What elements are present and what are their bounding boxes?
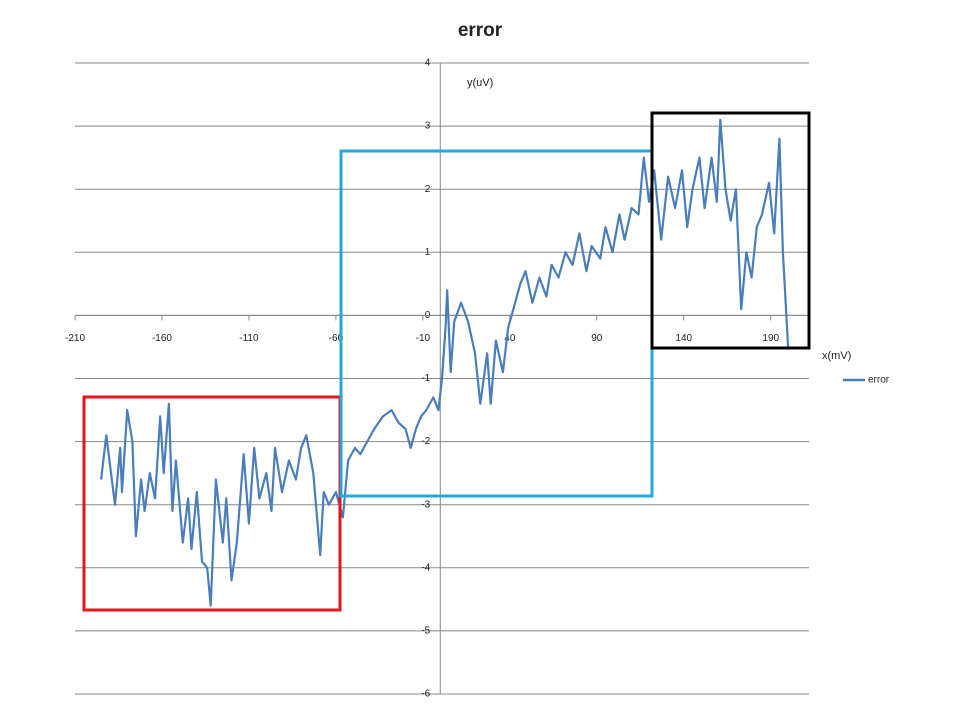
highlight-box (339, 149, 654, 498)
x-tick-label: 190 (762, 333, 779, 344)
y-tick-label: 4 (425, 58, 431, 69)
highlight-box (82, 395, 342, 612)
chart-title: error (458, 20, 503, 41)
x-tick-label: 140 (675, 333, 692, 344)
y-tick-label: 2 (425, 184, 431, 195)
y-tick-label: -6 (421, 689, 430, 700)
x-tick-label: -210 (65, 333, 85, 344)
x-tick-label: 40 (504, 333, 516, 344)
y-axis-title: y(uV) (467, 77, 493, 89)
y-tick-label: -5 (421, 626, 430, 637)
y-tick-label: -1 (421, 373, 430, 384)
y-tick-label: -3 (421, 499, 430, 510)
x-tick-label: -10 (416, 333, 431, 344)
y-tick-label: 1 (425, 247, 431, 258)
x-axis-title: x(mV) (822, 350, 851, 362)
legend-label: error (868, 375, 890, 386)
x-tick-label: -110 (239, 333, 259, 344)
highlight-box (650, 111, 811, 350)
x-tick-label: 90 (591, 333, 603, 344)
data-line (100, 118, 790, 607)
x-tick-label: -60 (329, 333, 344, 344)
x-tick-label: -160 (152, 333, 172, 344)
y-tick-label: -4 (421, 562, 430, 573)
y-tick-label: 3 (425, 121, 431, 132)
y-tick-label: -2 (421, 436, 430, 447)
